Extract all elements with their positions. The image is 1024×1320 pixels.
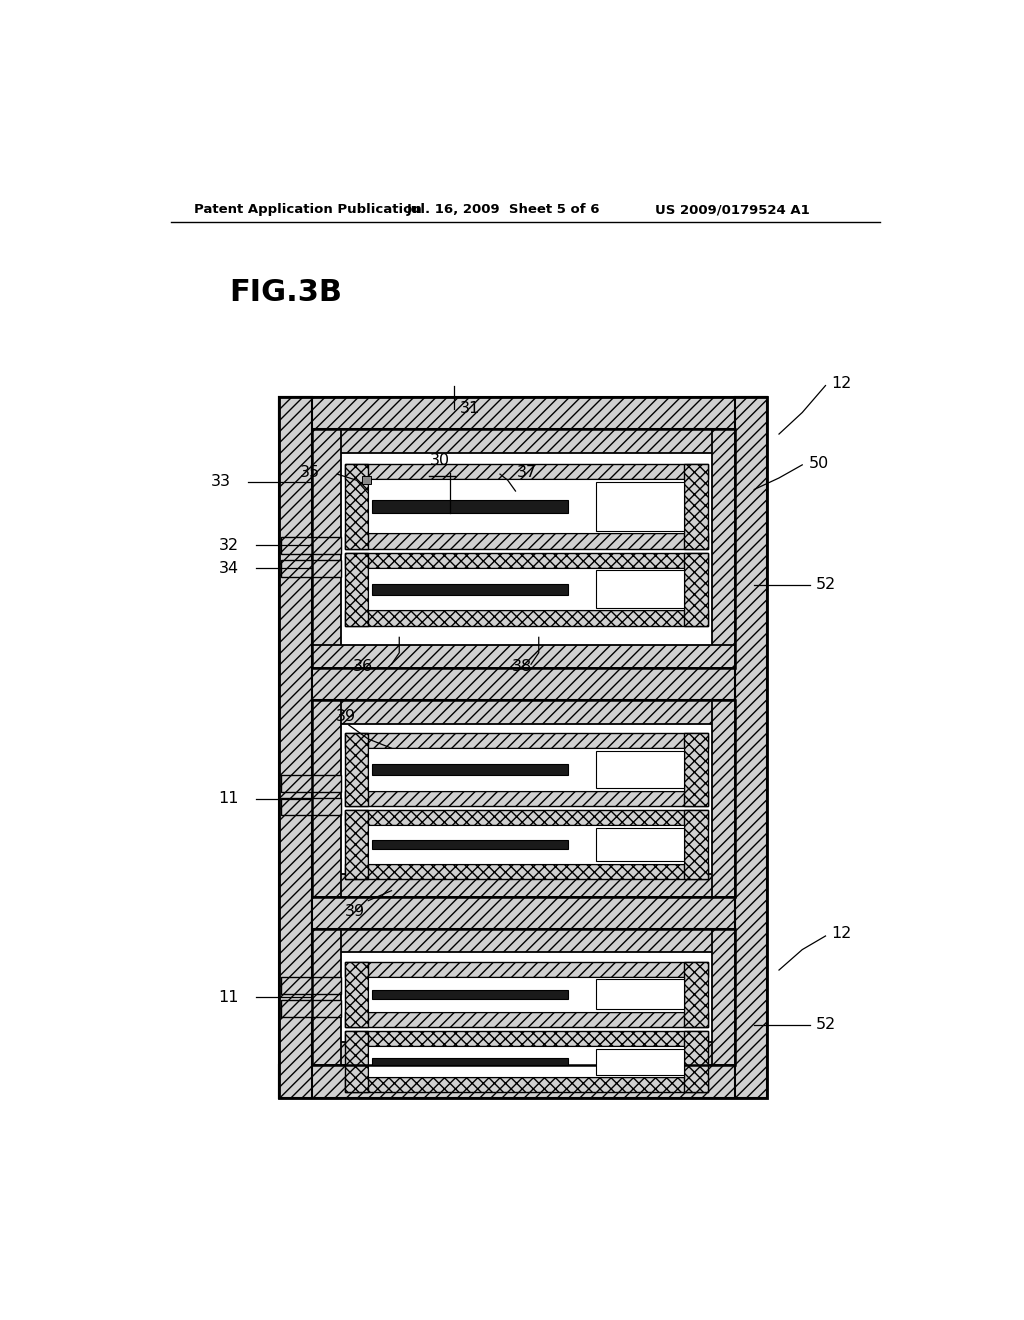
- Bar: [281, 560, 341, 577]
- Bar: [596, 979, 684, 1010]
- Bar: [311, 874, 735, 896]
- Text: 52: 52: [816, 1018, 837, 1032]
- Bar: [281, 537, 341, 554]
- Bar: [684, 961, 708, 1027]
- Bar: [596, 751, 684, 788]
- Bar: [372, 499, 568, 513]
- Bar: [369, 825, 684, 863]
- Bar: [345, 610, 708, 626]
- Text: 12: 12: [831, 925, 852, 941]
- Bar: [345, 1031, 708, 1047]
- Bar: [345, 1031, 369, 1093]
- Bar: [369, 1047, 684, 1077]
- Bar: [372, 990, 568, 999]
- Bar: [311, 896, 735, 929]
- Text: 38: 38: [512, 659, 531, 675]
- Bar: [345, 863, 708, 879]
- Bar: [311, 929, 341, 1065]
- Bar: [345, 791, 708, 807]
- Text: 32: 32: [219, 537, 239, 553]
- Bar: [280, 1065, 767, 1098]
- Bar: [369, 479, 684, 533]
- Bar: [345, 733, 708, 748]
- Bar: [369, 568, 684, 610]
- Text: Jul. 16, 2009  Sheet 5 of 6: Jul. 16, 2009 Sheet 5 of 6: [407, 203, 600, 216]
- Bar: [341, 453, 712, 645]
- Bar: [311, 701, 341, 896]
- Bar: [281, 977, 341, 994]
- Bar: [372, 840, 568, 849]
- Bar: [345, 961, 369, 1027]
- Bar: [345, 553, 708, 568]
- Bar: [311, 1043, 735, 1065]
- Bar: [311, 668, 735, 701]
- Bar: [311, 701, 735, 723]
- Text: 11: 11: [218, 990, 239, 1005]
- Text: 37: 37: [517, 465, 538, 480]
- Text: 34: 34: [219, 561, 239, 576]
- Bar: [345, 465, 708, 479]
- Bar: [280, 397, 311, 1098]
- Bar: [372, 764, 568, 775]
- Bar: [311, 929, 735, 952]
- Bar: [684, 1031, 708, 1093]
- Text: 33: 33: [211, 474, 231, 490]
- Text: FIG.3B: FIG.3B: [228, 277, 342, 306]
- Bar: [280, 397, 767, 429]
- Bar: [280, 397, 767, 1098]
- Bar: [596, 482, 684, 531]
- Text: Patent Application Publication: Patent Application Publication: [194, 203, 422, 216]
- Bar: [369, 977, 684, 1011]
- Bar: [345, 553, 369, 626]
- Text: 39: 39: [336, 709, 355, 723]
- Bar: [345, 961, 708, 977]
- Bar: [345, 533, 708, 549]
- Bar: [345, 1077, 708, 1093]
- Bar: [341, 723, 712, 874]
- Bar: [596, 570, 684, 609]
- Bar: [596, 1048, 684, 1074]
- Bar: [372, 1057, 568, 1065]
- Bar: [596, 828, 684, 862]
- Bar: [311, 645, 735, 668]
- Text: 39: 39: [345, 904, 366, 919]
- Text: 36: 36: [352, 659, 373, 675]
- Bar: [712, 429, 735, 668]
- Text: US 2009/0179524 A1: US 2009/0179524 A1: [655, 203, 810, 216]
- Bar: [684, 553, 708, 626]
- Bar: [311, 929, 735, 1065]
- Bar: [684, 465, 708, 549]
- Text: 30: 30: [429, 453, 450, 469]
- Bar: [345, 1011, 708, 1027]
- Bar: [281, 775, 341, 792]
- Bar: [311, 701, 735, 896]
- Bar: [684, 810, 708, 879]
- Bar: [735, 397, 767, 1098]
- Text: 11: 11: [218, 791, 239, 807]
- Bar: [311, 429, 735, 453]
- Text: 31: 31: [460, 401, 480, 416]
- Bar: [281, 799, 341, 816]
- Text: 52: 52: [816, 577, 837, 593]
- Bar: [345, 810, 369, 879]
- Bar: [684, 733, 708, 807]
- Bar: [341, 952, 712, 1043]
- Bar: [345, 810, 708, 825]
- Bar: [311, 429, 341, 668]
- Bar: [345, 733, 369, 807]
- Bar: [281, 1001, 341, 1016]
- Bar: [369, 748, 684, 791]
- Bar: [345, 465, 369, 549]
- Text: 35: 35: [300, 465, 321, 480]
- Bar: [362, 477, 372, 484]
- Bar: [712, 929, 735, 1065]
- Text: 12: 12: [831, 376, 852, 391]
- Bar: [712, 701, 735, 896]
- Text: 50: 50: [809, 455, 828, 471]
- Bar: [372, 583, 568, 594]
- Bar: [311, 429, 735, 668]
